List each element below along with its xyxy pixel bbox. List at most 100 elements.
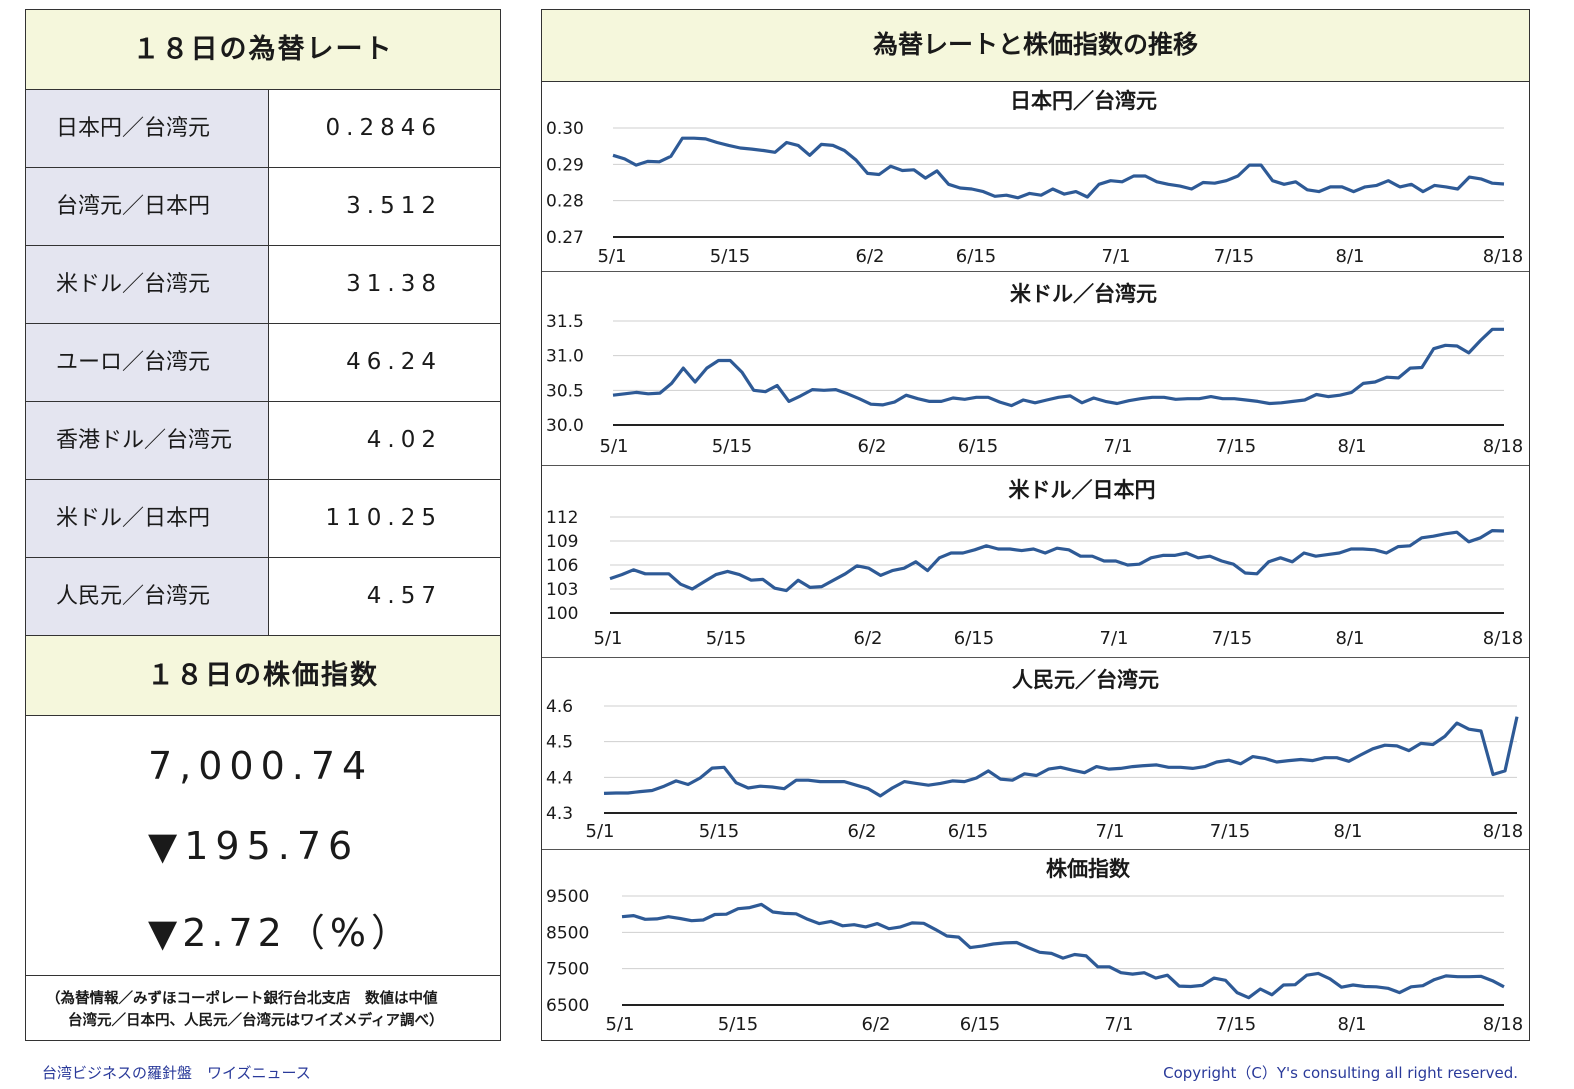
charts-title: 為替レートと株価指数の推移: [542, 10, 1529, 82]
x-tick-label: 8/1: [1338, 436, 1367, 457]
rate-value: 31.38: [346, 271, 442, 297]
y-tick-label: 106: [546, 556, 578, 576]
y-tick-label: 9500: [546, 887, 589, 907]
x-tick-label: 6/15: [948, 821, 988, 842]
x-tick-label: 7/15: [1216, 1014, 1256, 1035]
rate-value: 110.25: [325, 505, 442, 531]
y-tick-label: 0.30: [546, 119, 584, 139]
rate-label: 人民元／台湾元: [26, 558, 269, 635]
chart-panel-usd-twd: 米ドル／台湾元 31.5 31.0 30.5 30.0 5/1 5/15 6/2 6/15 7/1…: [542, 272, 1529, 466]
rate-label: 米ドル／日本円: [26, 480, 269, 557]
rate-row-usd-twd: 米ドル／台湾元 31.38: [26, 246, 500, 324]
x-tick-label: 5/1: [594, 628, 623, 649]
rate-row-jpy-twd: 日本円／台湾元 0.2846: [26, 90, 500, 168]
source-note: （為替情報／みずほコーポレート銀行台北支店 数値は中値 台湾元／日本円、人民元／…: [26, 975, 500, 1032]
x-tick-label: 7/15: [1214, 246, 1254, 267]
series-line: [609, 528, 1505, 593]
chart-usd-jpy: 米ドル／日本円 112 109 106 103 100 5/1 5/15 6/2 6/15 7/1 7…: [546, 478, 1523, 649]
x-tick-label: 7/15: [1212, 628, 1252, 649]
chart-panel-cny-twd: 人民元／台湾元 4.6 4.5 4.4 4.3 5/1 5/15 6/2 6/15 7/1 7/15…: [542, 658, 1529, 850]
chart-stock-index: 株価指数 9500 8500 7500 6500 5/1 5/15 6/2 6/15 7/1 7/1…: [546, 857, 1523, 1035]
rate-label: 台湾元／日本円: [26, 168, 269, 245]
y-tick-label: 0.28: [546, 192, 584, 212]
x-tick-label: 7/15: [1210, 821, 1250, 842]
y-tick-label: 4.4: [546, 768, 573, 788]
chart-cny-twd: 人民元／台湾元 4.6 4.5 4.4 4.3 5/1 5/15 6/2 6/15 7/1 7/15…: [546, 668, 1523, 842]
y-tick-label: 8500: [546, 923, 589, 943]
rates-title: １８日の為替レート: [26, 10, 500, 90]
x-tick-label: 5/15: [718, 1014, 758, 1035]
series-line: [612, 327, 1504, 408]
rate-value: 4.02: [366, 427, 442, 453]
rate-row-cny-twd: 人民元／台湾元 4.57: [26, 558, 500, 636]
left-panel: １８日の為替レート 日本円／台湾元 0.2846 台湾元／日本円 3.512 米…: [25, 9, 501, 1041]
chart-title: 株価指数: [1046, 857, 1131, 881]
x-tick-label: 6/2: [858, 436, 887, 457]
x-tick-label: 6/2: [862, 1014, 891, 1035]
stock-title: １８日の株価指数: [26, 636, 500, 716]
x-tick-label: 8/18: [1483, 436, 1523, 457]
stock-change: ▼195.76: [148, 824, 360, 868]
x-tick-label: 6/2: [856, 246, 885, 267]
chart-title: 日本円／台湾元: [1010, 89, 1157, 113]
x-tick-label: 7/1: [1102, 246, 1131, 267]
y-tick-label: 100: [546, 604, 578, 624]
y-tick-label: 31.0: [546, 347, 584, 367]
footer-copyright: Copyright（C）Y's consulting all right res…: [1163, 1064, 1518, 1082]
chart-panel-usd-jpy: 米ドル／日本円 112 109 106 103 100 5/1 5/15 6/2 6/15 7/1 7…: [542, 466, 1529, 658]
y-tick-label: 103: [546, 580, 578, 600]
y-tick-label: 7500: [546, 960, 589, 980]
source-note-line2: 台湾元／日本円、人民元／台湾元はワイズメディア調べ）: [68, 1013, 444, 1029]
chart-usd-twd: 米ドル／台湾元 31.5 31.0 30.5 30.0 5/1 5/15 6/2 6/15 7/1…: [546, 282, 1523, 457]
y-tick-label: 4.5: [546, 733, 573, 753]
chart-jpy-twd: 日本円／台湾元 0.30 0.29 0.28 0.27 5/1 5/15 6/2 6/15 7/1…: [546, 89, 1523, 267]
y-tick-label: 30.5: [546, 381, 584, 401]
chart-title: 人民元／台湾元: [1012, 668, 1159, 692]
x-tick-label: 6/15: [958, 436, 998, 457]
rate-label: 香港ドル／台湾元: [26, 402, 269, 479]
source-note-line1: （為替情報／みずほコーポレート銀行台北支店 数値は中値: [46, 991, 438, 1007]
x-tick-label: 5/15: [710, 246, 750, 267]
x-tick-label: 8/18: [1483, 628, 1523, 649]
stock-value: 7,000.74: [148, 744, 374, 788]
x-tick-label: 8/1: [1334, 821, 1363, 842]
y-tick-label: 4.3: [546, 804, 573, 824]
rate-value: 0.2846: [325, 115, 442, 141]
series-line: [612, 136, 1505, 200]
rate-label: 日本円／台湾元: [26, 90, 269, 167]
x-tick-label: 8/18: [1483, 821, 1523, 842]
x-tick-label: 5/1: [600, 436, 629, 457]
x-tick-label: 7/1: [1105, 1014, 1134, 1035]
rate-row-hkd-twd: 香港ドル／台湾元 4.02: [26, 402, 500, 480]
y-tick-label: 0.27: [546, 228, 584, 248]
x-tick-label: 6/15: [960, 1014, 1000, 1035]
rate-row-usd-jpy: 米ドル／日本円 110.25: [26, 480, 500, 558]
chart-title: 米ドル／台湾元: [1010, 282, 1157, 306]
x-tick-label: 5/15: [699, 821, 739, 842]
x-tick-label: 8/1: [1336, 246, 1365, 267]
x-tick-label: 7/1: [1100, 628, 1129, 649]
x-tick-label: 6/2: [848, 821, 877, 842]
x-tick-label: 8/18: [1483, 1014, 1523, 1035]
rate-label: 米ドル／台湾元: [26, 246, 269, 323]
series-line: [603, 716, 1519, 798]
y-tick-label: 6500: [546, 996, 589, 1016]
x-tick-label: 6/15: [956, 246, 996, 267]
x-tick-label: 6/15: [954, 628, 994, 649]
x-tick-label: 8/1: [1336, 628, 1365, 649]
chart-panel-stock-index: 株価指数 9500 8500 7500 6500 5/1 5/15 6/2 6/15 7/1 7/1…: [542, 850, 1529, 1040]
x-tick-label: 5/1: [606, 1014, 635, 1035]
y-tick-label: 4.6: [546, 697, 573, 717]
rate-value: 4.57: [366, 583, 442, 609]
footer-brand: 台湾ビジネスの羅針盤 ワイズニュース: [42, 1064, 311, 1082]
x-tick-label: 5/1: [586, 821, 615, 842]
right-panel: 為替レートと株価指数の推移 日本円／台湾元 0.30 0.29 0.28 0.27 5/1…: [541, 9, 1530, 1041]
x-tick-label: 5/1: [598, 246, 627, 267]
y-tick-label: 112: [546, 508, 578, 528]
stock-percent: ▼2.72（%）: [148, 911, 414, 955]
x-tick-label: 5/15: [712, 436, 752, 457]
rate-row-twd-jpy: 台湾元／日本円 3.512: [26, 168, 500, 246]
rate-row-eur-twd: ユーロ／台湾元 46.24: [26, 324, 500, 402]
x-tick-label: 7/1: [1096, 821, 1125, 842]
x-tick-label: 7/1: [1104, 436, 1133, 457]
